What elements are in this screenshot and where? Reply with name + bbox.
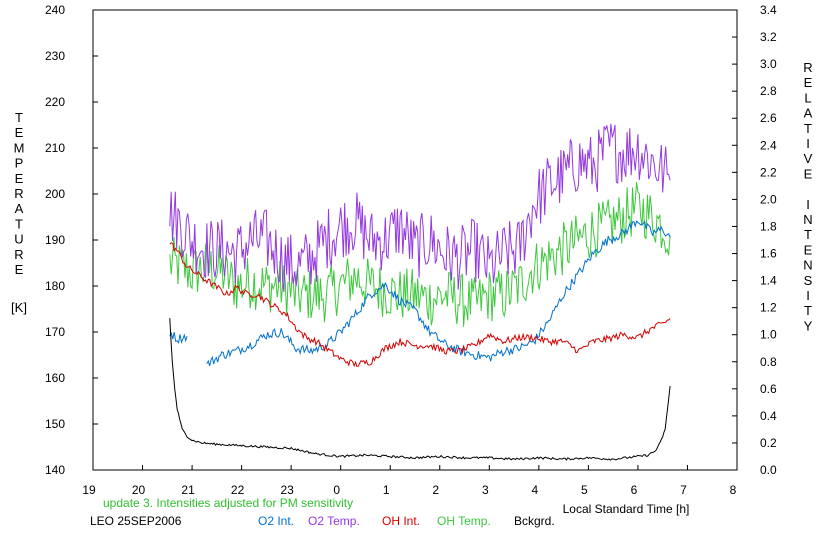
right-title-letter: V (804, 151, 813, 166)
x-tick-label: 22 (231, 483, 245, 497)
legend-bckgrd: Bckgrd. (514, 514, 555, 528)
left-title-letter: R (14, 186, 23, 201)
right-title-letter: R (803, 60, 812, 75)
right-tick-label: 2.8 (760, 84, 777, 98)
left-tick-label: 240 (45, 3, 65, 17)
left-title-letter: P (15, 156, 24, 171)
x-tick-label: 3 (482, 483, 489, 497)
right-tick-label: 1.2 (760, 301, 777, 315)
x-tick-label: 1 (383, 483, 390, 497)
right-title-letter: T (804, 227, 812, 242)
right-tick-label: 2.4 (760, 138, 777, 152)
left-title-letter: T (15, 110, 23, 125)
legend-o2-temp: O2 Temp. (308, 514, 360, 528)
right-tick-label: 3.0 (760, 57, 777, 71)
right-title-letter: I (806, 197, 810, 212)
series-line-bckgrd (169, 318, 671, 461)
series-line-o2-temp (169, 123, 671, 292)
left-title-letter: E (15, 171, 24, 186)
left-tick-label: 180 (45, 279, 65, 293)
right-tick-label: 1.6 (760, 247, 777, 261)
left-title-letter: A (15, 201, 24, 216)
x-tick-label: 4 (532, 483, 539, 497)
left-tick-label: 230 (45, 49, 65, 63)
right-title-letter: T (804, 303, 812, 318)
right-title-letter: L (804, 90, 811, 105)
right-title-letter: A (804, 106, 813, 121)
left-tick-label: 160 (45, 371, 65, 385)
right-title-letter: N (803, 258, 812, 273)
x-tick-label: 7 (680, 483, 687, 497)
x-tick-label: 19 (82, 483, 96, 497)
right-tick-label: 2.6 (760, 111, 777, 125)
right-tick-label: 0.8 (760, 355, 777, 369)
left-title-letter: E (15, 125, 24, 140)
x-axis-ticks: 19 20 21 22 23 0 1 2 3 4 5 6 7 8 (82, 465, 738, 497)
x-tick-label: 2 (432, 483, 439, 497)
right-tick-label: 0.6 (760, 382, 777, 396)
legend-oh-int: OH Int. (382, 514, 421, 528)
right-tick-label: 3.2 (760, 30, 777, 44)
x-axis-title: Local Standard Time [h] (563, 502, 690, 516)
x-tick-label: 0 (333, 483, 340, 497)
legend-o2-int: O2 Int. (258, 514, 295, 528)
left-title-letter: E (15, 262, 24, 277)
right-tick-label: 2.2 (760, 165, 777, 179)
left-tick-label: 150 (45, 417, 65, 431)
series-layer (169, 123, 671, 461)
series-line-oh-temp (169, 182, 671, 327)
right-tick-label: 0.2 (760, 436, 777, 450)
x-tick-label: 20 (132, 483, 146, 497)
right-title-letter: E (804, 166, 813, 181)
left-tick-label: 220 (45, 95, 65, 109)
left-tick-label: 210 (45, 141, 65, 155)
right-tick-label: 1.8 (760, 219, 777, 233)
right-title-letter: I (806, 288, 810, 303)
left-tick-label: 190 (45, 233, 65, 247)
right-title-letter: Y (804, 318, 813, 333)
series-line-oh-int (169, 242, 671, 368)
series-line-o2-int (206, 220, 671, 367)
right-title-letter: T (804, 121, 812, 136)
left-tick-label: 200 (45, 187, 65, 201)
x-tick-label: 8 (730, 483, 737, 497)
left-axis-unit: [K] (11, 300, 27, 315)
left-title-letter: M (14, 140, 25, 155)
right-axis-ticks: 0.0 0.2 0.4 0.6 0.8 1.0 1.2 1.4 1.6 1.8 2.0 2.2 2.4 2… (732, 3, 777, 477)
series-line-o2-int (169, 331, 188, 344)
x-tick-label: 6 (631, 483, 638, 497)
right-title-letter: E (804, 75, 813, 90)
right-title-letter: N (803, 212, 812, 227)
right-title-letter: S (804, 273, 813, 288)
right-title-letter: E (804, 242, 813, 257)
note-text: update 3. Intensities adjusted for PM se… (103, 496, 354, 510)
x-tick-label: 5 (581, 483, 588, 497)
right-tick-label: 1.0 (760, 328, 777, 342)
left-tick-label: 170 (45, 325, 65, 339)
left-tick-label: 140 (45, 463, 65, 477)
right-tick-label: 0.4 (760, 409, 777, 423)
right-tick-label: 1.4 (760, 274, 777, 288)
x-tick-label: 21 (181, 483, 195, 497)
x-tick-label: 23 (280, 483, 294, 497)
station-label: LEO 25SEP2006 (90, 514, 182, 528)
left-axis-ticks: 140 150 160 170 180 190 200 210 220 230 240 (45, 3, 98, 477)
right-tick-label: 2.0 (760, 192, 777, 206)
right-title-letter: I (806, 136, 810, 151)
legend-oh-temp: OH Temp. (437, 514, 491, 528)
left-title-letter: R (14, 247, 23, 262)
right-tick-label: 3.4 (760, 3, 777, 17)
left-title-letter: T (15, 216, 23, 231)
left-title-letter: U (14, 232, 23, 247)
right-tick-label: 0.0 (760, 463, 777, 477)
